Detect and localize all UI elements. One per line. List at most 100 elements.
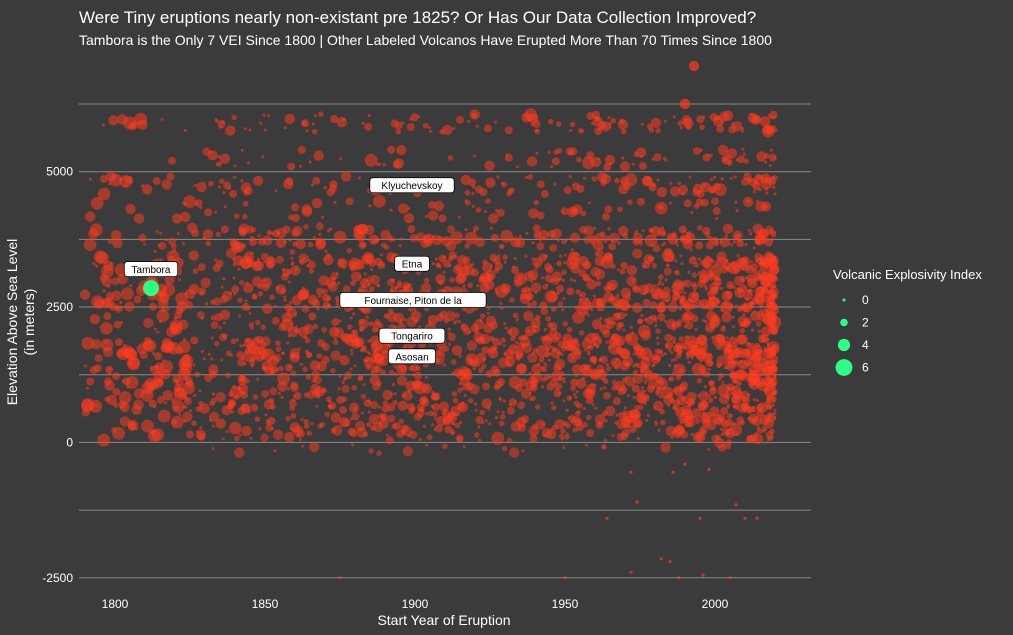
eruption-point (311, 183, 315, 187)
eruption-point (397, 400, 408, 411)
eruption-point (452, 397, 459, 404)
eruption-point (502, 344, 506, 348)
eruption-point (765, 191, 769, 195)
eruption-point (388, 308, 394, 315)
eruption-point (631, 384, 640, 393)
eruption-point (551, 236, 555, 240)
eruption-point (471, 204, 475, 208)
eruption-point (391, 383, 395, 387)
eruption-point (238, 226, 247, 235)
eruption-point (657, 228, 666, 236)
eruption-point (311, 128, 318, 135)
eruption-point (604, 419, 608, 423)
eruption-point (150, 429, 156, 436)
eruption-point (488, 213, 499, 224)
eruption-point (734, 304, 739, 308)
y-axis-label-line: (in meters) (21, 289, 37, 356)
eruption-point (409, 234, 418, 243)
eruption-point (339, 406, 347, 414)
eruption-point (662, 156, 666, 160)
eruption-point (389, 208, 393, 212)
eruption-point (569, 121, 576, 128)
eruption-point (312, 235, 316, 240)
eruption-point (632, 285, 641, 293)
eruption-point (162, 359, 166, 363)
eruption-point (570, 248, 574, 252)
eruption-point (383, 244, 390, 250)
eruption-point (696, 355, 700, 359)
eruption-point (655, 355, 662, 361)
eruption-point (556, 291, 560, 295)
eruption-point (393, 158, 404, 169)
eruption-point (302, 335, 306, 339)
eruption-point (233, 213, 240, 219)
eruption-point (445, 240, 457, 252)
eruption-point (324, 249, 328, 253)
eruption-point (562, 377, 566, 381)
eruption-point (341, 380, 345, 384)
eruption-point (275, 255, 284, 264)
eruption-point (529, 434, 538, 443)
eruption-point (81, 336, 95, 350)
eruption-point (617, 206, 623, 213)
eruption-point (506, 328, 513, 335)
eruption-point (342, 285, 351, 294)
eruption-point (252, 294, 258, 300)
eruption-point (591, 319, 603, 330)
eruption-point (262, 348, 275, 362)
eruption-point (580, 210, 587, 217)
eruption-point (504, 326, 508, 330)
eruption-point (734, 275, 745, 286)
eruption-point (501, 445, 508, 452)
eruption-point (455, 434, 464, 443)
eruption-point (629, 408, 640, 420)
eruption-point (415, 365, 421, 372)
eruption-point (235, 338, 239, 342)
eruption-point (486, 311, 490, 315)
eruption-point (538, 230, 550, 241)
eruption-point (156, 395, 165, 404)
eruption-point (713, 417, 717, 421)
eruption-point (525, 231, 529, 235)
eruption-point (305, 374, 312, 380)
eruption-point (632, 352, 636, 356)
eruption-point (370, 370, 374, 375)
eruption-point (350, 348, 354, 352)
eruption-point (368, 352, 372, 356)
eruption-point (692, 147, 701, 155)
eruption-point (402, 345, 406, 349)
eruption-point (434, 354, 445, 365)
eruption-point (313, 150, 324, 161)
eruption-point (104, 380, 115, 391)
volcano-label: Fournaise, Piton de la (364, 296, 462, 307)
eruption-point (413, 412, 422, 421)
eruption-point (334, 295, 341, 302)
eruption-point (254, 416, 261, 423)
eruption-point (635, 500, 639, 504)
eruption-point (575, 378, 587, 389)
eruption-point (291, 203, 300, 212)
eruption-point (479, 313, 486, 319)
eruption-point (660, 353, 664, 357)
eruption-point (739, 420, 745, 426)
eruption-point (387, 278, 395, 287)
eruption-point (276, 285, 280, 289)
eruption-point (690, 432, 694, 436)
eruption-point (251, 260, 263, 272)
eruption-point (576, 423, 584, 432)
eruption-point (701, 573, 705, 577)
eruption-point (523, 310, 534, 322)
eruption-point (587, 201, 592, 205)
eruption-point (768, 290, 775, 296)
eruption-point (547, 230, 556, 238)
eruption-point (284, 431, 295, 443)
eruption-point (547, 358, 551, 362)
eruption-point (283, 295, 287, 299)
eruption-point (768, 153, 777, 162)
eruption-point (640, 330, 651, 341)
eruption-point (720, 326, 726, 332)
eruption-point (508, 403, 513, 407)
eruption-point (448, 264, 452, 268)
eruption-point (725, 430, 731, 437)
eruption-point (303, 423, 310, 429)
